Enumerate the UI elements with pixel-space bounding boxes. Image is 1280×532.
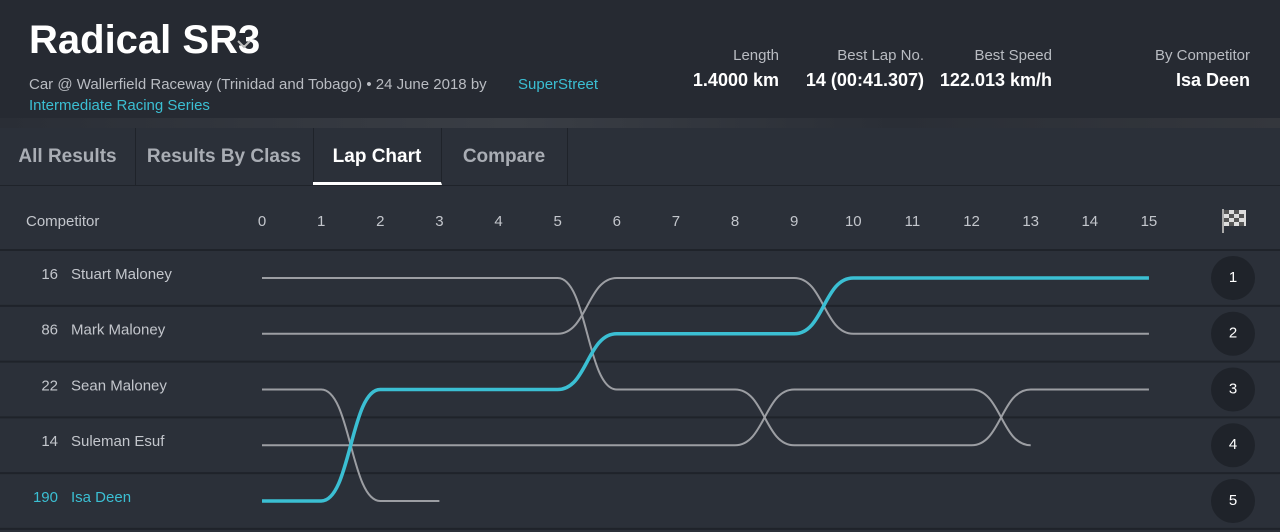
lap-label: 11 bbox=[905, 213, 921, 230]
stat-value: Isa Deen bbox=[1175, 70, 1250, 90]
lap-label: 14 bbox=[1081, 213, 1098, 230]
competitor-name: Suleman Esuf bbox=[71, 433, 165, 450]
subtitle: Car @ Wallerfield Raceway (Trinidad and … bbox=[29, 76, 487, 93]
lap-label: 9 bbox=[790, 213, 798, 230]
position-line bbox=[261, 276, 1149, 503]
lap-label: 12 bbox=[963, 213, 980, 230]
stat-label: Best Speed bbox=[974, 47, 1052, 64]
lap-label: 6 bbox=[613, 213, 621, 230]
header: Radical SR3 Car @ Wallerfield Raceway (T… bbox=[0, 0, 1280, 118]
tab[interactable]: Results By Class bbox=[135, 128, 314, 185]
competitor-name: Stuart Maloney bbox=[71, 266, 172, 283]
position-badge bbox=[1211, 311, 1255, 356]
position-line bbox=[262, 277, 1149, 447]
dropdown-chevron[interactable] bbox=[236, 38, 252, 50]
lap-label: 2 bbox=[376, 213, 384, 230]
lap-label: 5 bbox=[553, 213, 561, 230]
lap-label: 15 bbox=[1141, 213, 1158, 230]
lap-label: 8 bbox=[731, 213, 739, 230]
stat-label: Length bbox=[733, 47, 779, 64]
tab[interactable]: All Results bbox=[0, 128, 136, 185]
organizer-link[interactable]: SuperStreet bbox=[518, 76, 599, 93]
position-badge bbox=[1211, 423, 1255, 468]
position-label: 2 bbox=[1229, 325, 1237, 342]
competitor-name: Mark Maloney bbox=[71, 322, 166, 339]
competitor-number: 14 bbox=[41, 433, 58, 450]
lap-label: 0 bbox=[258, 213, 266, 230]
competitor-name: Sean Maloney bbox=[71, 377, 167, 394]
lap-label: 13 bbox=[1022, 213, 1039, 230]
lap-label: 10 bbox=[845, 213, 862, 230]
position-label: 3 bbox=[1229, 380, 1237, 397]
competitor-number: 190 bbox=[33, 489, 58, 506]
position-label: 5 bbox=[1229, 492, 1237, 509]
position-line bbox=[262, 277, 1149, 335]
stat-value: 14 (00:41.307) bbox=[805, 70, 924, 90]
column-label: Competitor bbox=[26, 213, 99, 230]
lap-label: 4 bbox=[494, 213, 502, 230]
position-badge bbox=[1211, 256, 1255, 300]
banner-strip bbox=[0, 118, 1280, 128]
lap-label: 1 bbox=[317, 213, 325, 230]
series-link[interactable]: Intermediate Racing Series bbox=[29, 97, 210, 114]
lap-label: 7 bbox=[672, 213, 680, 230]
finish-flag bbox=[1222, 209, 1246, 233]
position-label: 1 bbox=[1229, 269, 1237, 286]
tab[interactable]: Compare bbox=[441, 128, 568, 185]
title: Radical SR3 bbox=[29, 18, 261, 62]
position-label: 4 bbox=[1229, 436, 1237, 453]
tab-bar: All Results Results By Class Lap Chart Comp… bbox=[0, 128, 1280, 186]
competitor-number: 86 bbox=[41, 322, 58, 339]
competitor-name: Isa Deen bbox=[71, 489, 131, 506]
tab[interactable]: Lap Chart bbox=[313, 128, 442, 185]
stat-value: 122.013 km/h bbox=[939, 70, 1052, 90]
stat-label: Best Lap No. bbox=[837, 47, 924, 64]
competitor-number: 22 bbox=[41, 377, 58, 394]
position-badge bbox=[1211, 367, 1255, 412]
lap-label: 3 bbox=[435, 213, 443, 230]
position-line bbox=[262, 388, 1031, 447]
position-badge bbox=[1211, 479, 1255, 523]
stat-label: By Competitor bbox=[1154, 47, 1250, 64]
competitor-number: 16 bbox=[41, 266, 58, 283]
stat-value: 1.4000 km bbox=[692, 70, 779, 90]
